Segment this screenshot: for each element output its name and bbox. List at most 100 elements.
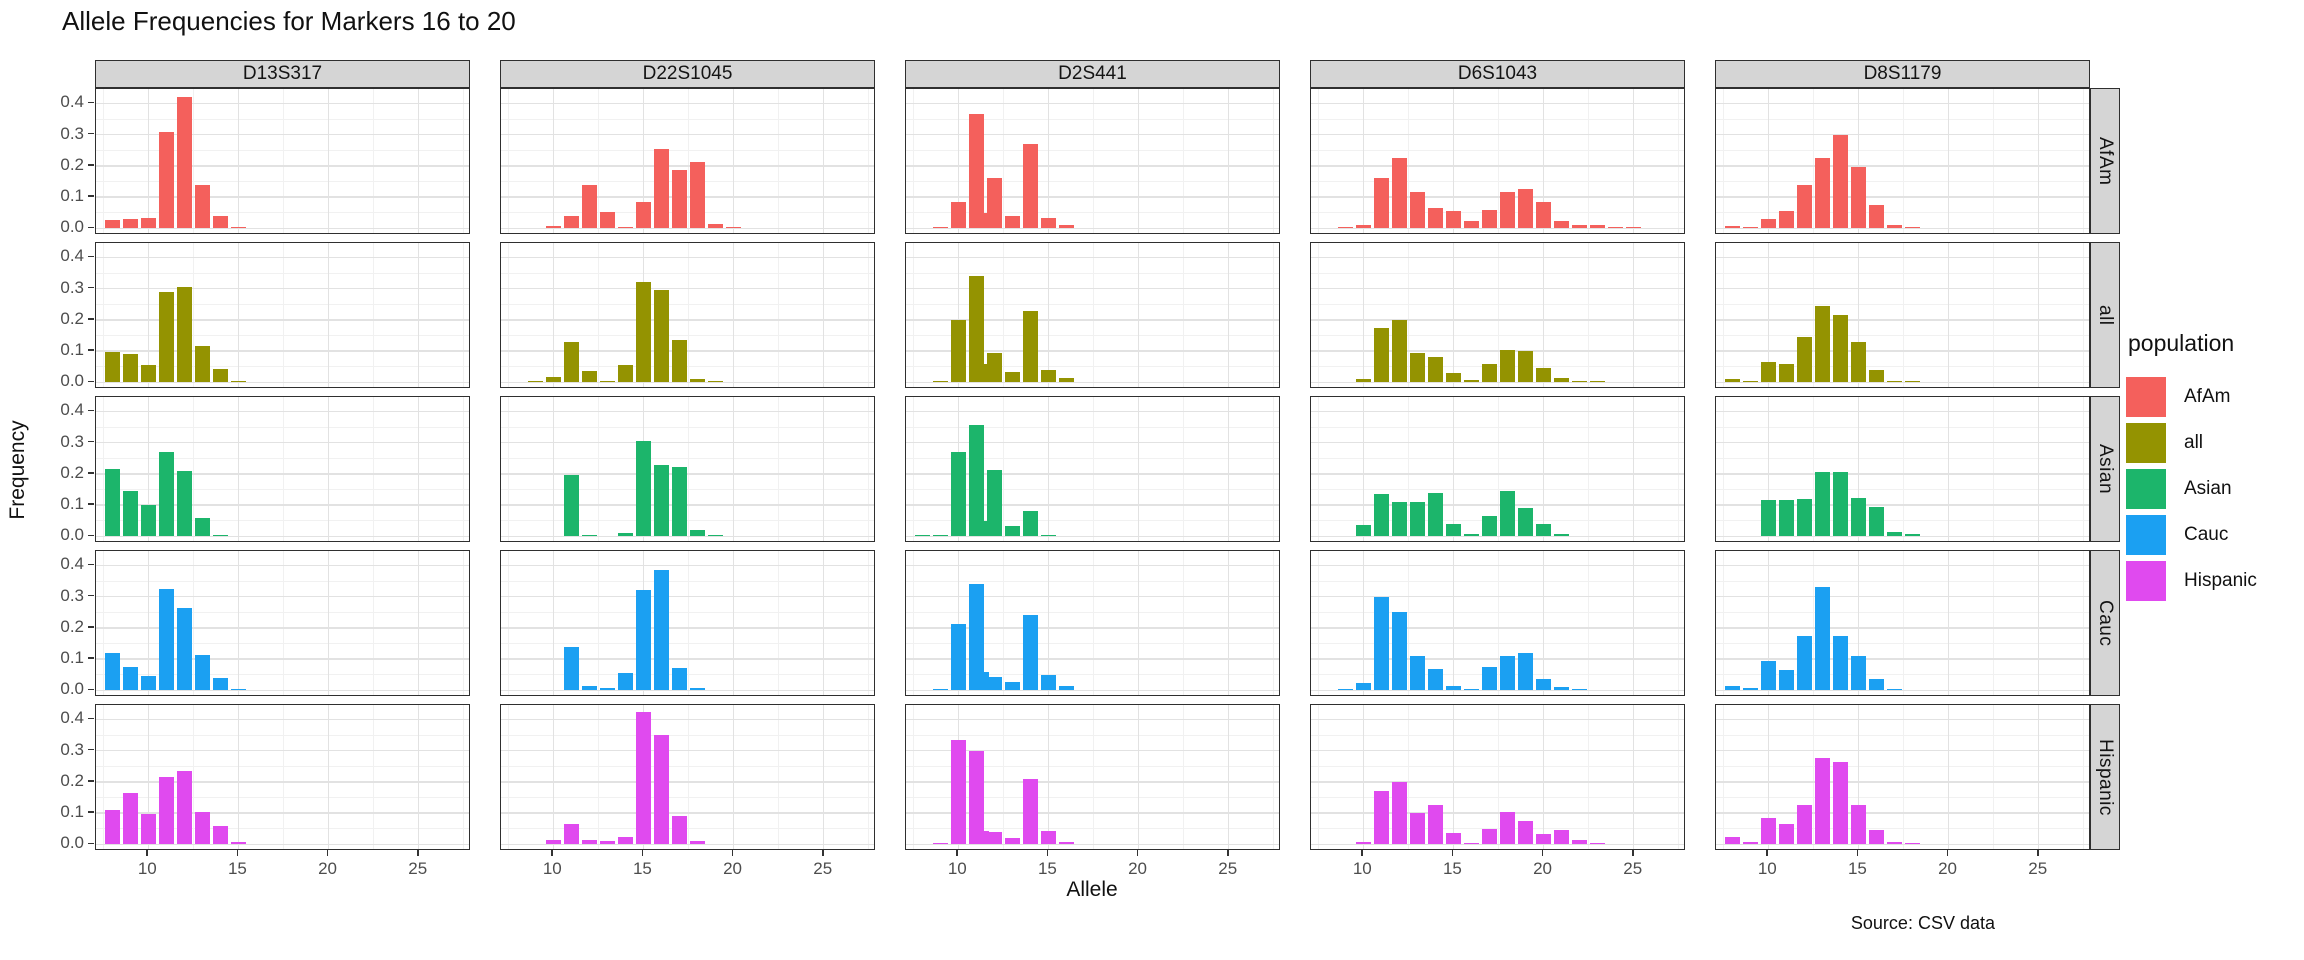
- gridline-minor-y: [1716, 765, 2089, 767]
- gridline-major-y: [96, 227, 469, 230]
- source-caption: Source: CSV data: [1850, 913, 1995, 933]
- bar: [653, 149, 670, 229]
- bar: [158, 777, 174, 845]
- gridline-major-x: [1228, 243, 1230, 387]
- gridline-major-y: [501, 133, 874, 136]
- gridline-major-x: [1228, 551, 1230, 695]
- gridline-major-y: [1716, 350, 2089, 352]
- bar: [527, 381, 543, 383]
- gridline-major-x: [1542, 705, 1545, 849]
- bar: [1373, 178, 1389, 229]
- y-tick-label: 0.3: [60, 431, 84, 451]
- gridline-minor-y: [96, 366, 469, 368]
- bar: [176, 97, 192, 229]
- gridline-major-y: [1311, 595, 1684, 598]
- gridline-minor-y: [501, 734, 874, 736]
- bar: [1886, 380, 1903, 383]
- gridline-major-y: [1716, 319, 2089, 321]
- x-tick-label: 20: [1938, 859, 1958, 878]
- gridline-major-y: [906, 718, 1279, 721]
- gridline-major-y: [1311, 441, 1684, 444]
- bar: [581, 840, 597, 845]
- gridline-minor-y: [1311, 643, 1684, 645]
- bar: [1355, 682, 1371, 691]
- gridline-major-y: [96, 658, 469, 660]
- gridline-major-x: [552, 551, 554, 695]
- gridline-major-y: [96, 504, 469, 506]
- y-tick-label: 0.4: [60, 708, 84, 728]
- gridline-minor-x: [373, 89, 375, 233]
- y-tick-mark: [88, 626, 94, 628]
- x-tick-label: 10: [947, 859, 967, 878]
- bar: [176, 287, 192, 383]
- bar: [1760, 499, 1776, 537]
- y-tick-label: 0.4: [60, 246, 84, 266]
- facet-panel: [95, 396, 470, 542]
- gridline-major-x: [327, 551, 330, 695]
- bar: [545, 839, 561, 845]
- gridline-major-y: [906, 350, 1279, 352]
- y-tick-mark: [88, 563, 94, 566]
- facet-panel: [95, 550, 470, 696]
- gridline-major-y: [1311, 843, 1684, 846]
- bar: [158, 452, 174, 537]
- gridline-minor-y: [906, 489, 1279, 491]
- bar: [1904, 534, 1921, 537]
- facet-row-strip: Hispanic: [2090, 704, 2120, 850]
- gridline-major-x: [1362, 243, 1364, 387]
- bar: [158, 588, 174, 691]
- bar: [1886, 688, 1903, 691]
- bar: [1517, 189, 1534, 229]
- bar: [1445, 523, 1462, 537]
- facet-panel: [95, 242, 470, 388]
- bar: [230, 841, 247, 845]
- gridline-major-x: [1452, 243, 1455, 387]
- gridline-minor-x: [1498, 89, 1499, 233]
- gridline-minor-y: [96, 580, 469, 582]
- gridline-minor-x: [1903, 397, 1904, 541]
- x-tick-label: 10: [1757, 859, 1777, 878]
- bar: [1904, 381, 1921, 383]
- bar: [1742, 687, 1758, 691]
- gridline-minor-x: [1183, 551, 1185, 695]
- x-tick-mark: [1541, 850, 1544, 856]
- gridline-major-y: [96, 843, 469, 846]
- y-tick-label: 0.3: [60, 585, 84, 605]
- gridline-minor-y: [501, 212, 874, 214]
- bar: [1040, 218, 1057, 229]
- gridline-minor-y: [906, 520, 1279, 522]
- facet-column-strip: D13S317: [95, 60, 470, 88]
- bar: [1409, 656, 1426, 691]
- bar: [104, 810, 120, 845]
- gridline-major-y: [96, 319, 469, 321]
- bar: [599, 841, 616, 845]
- y-tick-label: 0.0: [60, 833, 84, 853]
- gridline-major-x: [1947, 705, 1950, 849]
- gridline-major-x: [1137, 89, 1140, 233]
- gridline-minor-y: [1716, 489, 2089, 491]
- bar: [1004, 526, 1021, 537]
- gridline-minor-x: [283, 705, 284, 849]
- gridline-major-y: [96, 102, 469, 105]
- legend-swatch: [2126, 469, 2166, 509]
- gridline-minor-y: [1716, 643, 2089, 645]
- gridline-minor-x: [1588, 551, 1590, 695]
- gridline-minor-y: [1716, 366, 2089, 368]
- bar: [1004, 215, 1021, 229]
- bar: [1535, 679, 1552, 691]
- bar: [974, 363, 990, 383]
- bar: [1373, 327, 1389, 383]
- gridline-major-y: [1716, 504, 2089, 506]
- x-tick-mark: [416, 850, 419, 856]
- gridline-minor-x: [507, 397, 509, 541]
- gridline-minor-x: [1183, 705, 1185, 849]
- gridline-minor-x: [192, 89, 194, 233]
- gridline-minor-y: [1311, 335, 1684, 337]
- gridline-minor-x: [868, 397, 870, 541]
- y-tick-mark: [88, 195, 94, 197]
- bar: [617, 673, 634, 691]
- gridline-major-x: [327, 89, 330, 233]
- gridline-minor-x: [283, 551, 284, 695]
- bar: [104, 652, 120, 691]
- gridline-major-y: [501, 196, 874, 198]
